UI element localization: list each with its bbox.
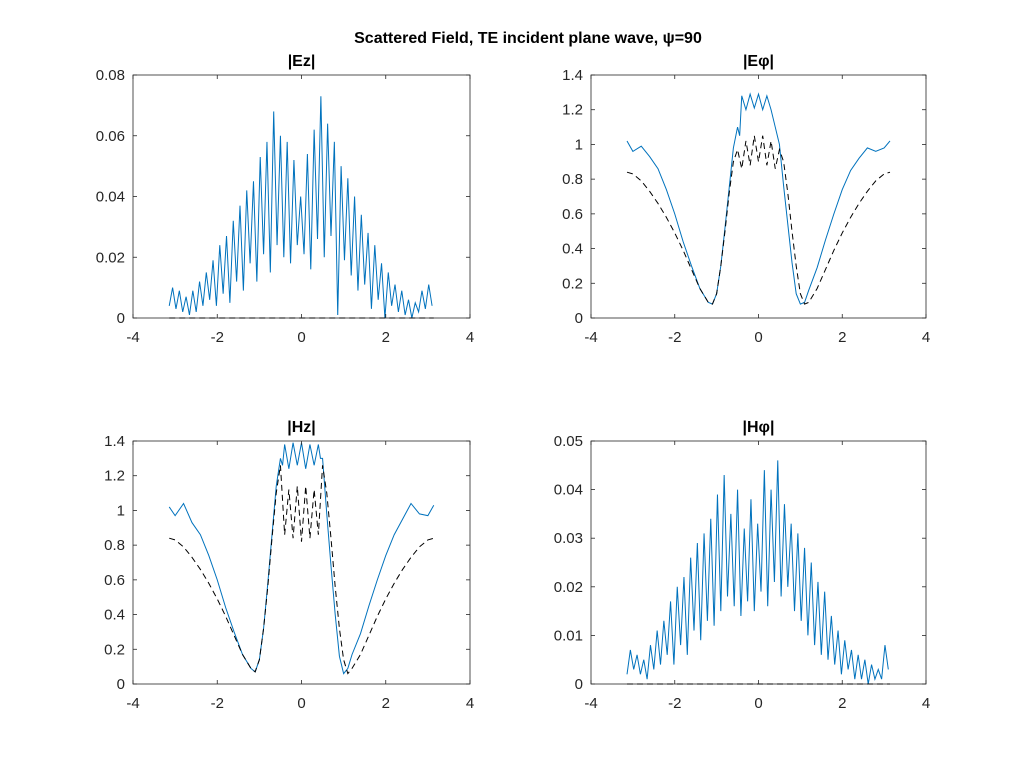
series-dashed-line: [626, 135, 891, 305]
x-tick-label: -2: [211, 329, 224, 346]
series-solid-line: [168, 96, 433, 319]
y-tick-label: 0.02: [554, 579, 583, 596]
x-tick-label: 0: [754, 695, 762, 712]
x-tick-label: 4: [466, 695, 474, 712]
y-tick-label: 0.08: [96, 67, 125, 84]
plot-area: [132, 74, 471, 319]
subplot-2: -4 -2 0 2 4 0 0.2 0.4 0.6 0.8 1 1.2 1.4 |Eφ|: [562, 53, 930, 346]
series-solid-line: [626, 460, 889, 685]
y-tick-label: 0.02: [96, 249, 125, 266]
y-tick-label: 0.4: [562, 241, 583, 258]
subplot-grid: -4 -2 0 2 4 0 0.02 0.04 0.06 0.08 |Ez| -4 -2 0 2 4 0 0.2 0…: [96, 53, 930, 712]
y-tick-label: 0.2: [562, 275, 583, 292]
y-tick-label: 0.8: [104, 537, 125, 554]
series-dashed-line: [169, 465, 434, 675]
y-tick-label: 0.04: [554, 482, 583, 499]
x-tick-label: 0: [297, 329, 305, 346]
x-tick-label: -2: [668, 329, 681, 346]
x-tick-label: 2: [382, 695, 390, 712]
x-tick-label: -4: [584, 695, 597, 712]
y-tick-label: 0.6: [104, 572, 125, 589]
y-tick-label: 0: [575, 676, 583, 693]
y-tick-label: 0.4: [104, 607, 125, 624]
y-tick-label: 0.2: [104, 641, 125, 658]
y-tick-label: 0.01: [554, 627, 583, 644]
y-tick-label: 0.8: [562, 171, 583, 188]
x-tick-label: -2: [211, 695, 224, 712]
x-tick-label: -4: [126, 329, 139, 346]
figure-suptitle: Scattered Field, TE incident plane wave,…: [354, 30, 702, 47]
subplot-title: |Hz|: [287, 419, 316, 436]
y-tick-label: 1.2: [104, 468, 125, 485]
x-tick-label: 4: [922, 329, 930, 346]
y-tick-label: 1: [575, 136, 583, 153]
y-tick-label: 1.4: [104, 433, 125, 450]
subplot-4: -4 -2 0 2 4 0 0.01 0.02 0.03 0.04 0.05 |Hφ|: [554, 419, 930, 712]
x-tick-label: 4: [922, 695, 930, 712]
subplot-title: |Hφ|: [743, 419, 775, 436]
y-tick-label: 1.2: [562, 102, 583, 119]
x-tick-label: 2: [838, 695, 846, 712]
x-tick-label: 0: [297, 695, 305, 712]
y-tick-label: 0.06: [96, 128, 125, 145]
y-tick-label: 0.04: [96, 189, 125, 206]
subplot-title: |Eφ|: [743, 53, 774, 70]
x-tick-label: 2: [838, 329, 846, 346]
x-tick-label: -4: [584, 329, 597, 346]
y-tick-label: 0.03: [554, 530, 583, 547]
y-tick-label: 1.4: [562, 67, 583, 84]
plot-area: [590, 74, 927, 319]
x-tick-label: 2: [382, 329, 390, 346]
y-tick-label: 0: [575, 310, 583, 327]
plot-area: [590, 440, 927, 685]
y-tick-label: 0.05: [554, 433, 583, 450]
y-tick-label: 0: [117, 310, 125, 327]
subplot-1: -4 -2 0 2 4 0 0.02 0.04 0.06 0.08 |Ez|: [96, 53, 474, 346]
y-tick-label: 0.6: [562, 206, 583, 223]
x-tick-label: -2: [668, 695, 681, 712]
y-tick-label: 1: [117, 502, 125, 519]
subplot-3: -4 -2 0 2 4 0 0.2 0.4 0.6 0.8 1 1.2 1.4 |Hz|: [104, 419, 474, 712]
x-tick-label: 0: [754, 329, 762, 346]
x-tick-label: -4: [126, 695, 139, 712]
subplot-title: |Ez|: [288, 53, 316, 70]
y-tick-label: 0: [117, 676, 125, 693]
x-tick-label: 4: [466, 329, 474, 346]
plot-area: [132, 440, 471, 685]
series-solid-line: [626, 92, 891, 305]
